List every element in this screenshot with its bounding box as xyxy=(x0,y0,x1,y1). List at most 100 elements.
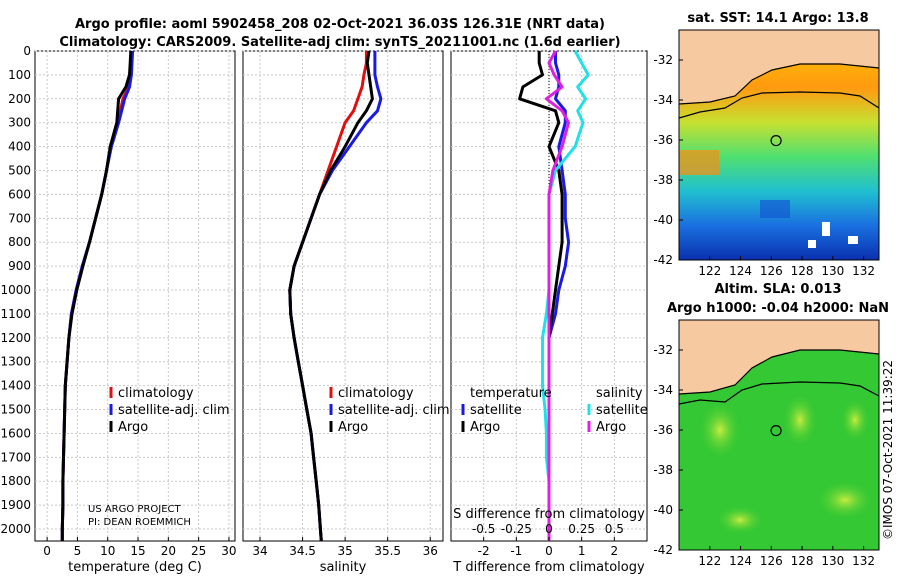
sst-coastline xyxy=(679,63,879,105)
sst-missing-data xyxy=(822,222,830,236)
difference-s-ticks: -0.5 -0.25 0 0.25 0.5 xyxy=(472,522,624,536)
series-line-s-argo xyxy=(544,50,571,541)
legend-s-argo-label: Argo xyxy=(596,420,626,435)
legend-s-satellite-label: satellite xyxy=(596,403,648,418)
y-tick-label: 800 xyxy=(8,235,31,249)
temperature-yticks: 0 100 200 300 400 500 600 700 800 900 1000 1100 1200… xyxy=(0,44,31,536)
s-tick-label: -0.25 xyxy=(501,522,532,536)
y-tick-label: 1800 xyxy=(0,474,31,488)
y-tick-label: 100 xyxy=(8,68,31,82)
x-tick-label: -1 xyxy=(510,544,522,558)
map-x-tick-label: 130 xyxy=(821,554,844,568)
map-x-tick-label: 132 xyxy=(852,264,875,278)
sst-map-panel: sat. SST: 14.1 Argo: 13.8 122 124 126 128 13… xyxy=(653,11,880,278)
sla-high-patch xyxy=(715,505,765,535)
t-difference-label: T difference from climatology xyxy=(452,560,645,575)
map-y-tick-label: -36 xyxy=(653,423,673,437)
map-x-tick-label: 128 xyxy=(791,264,814,278)
map-y-tick-label: -32 xyxy=(653,343,673,357)
y-tick-label: 1900 xyxy=(0,498,31,512)
sst-map-title: sat. SST: 14.1 Argo: 13.8 xyxy=(687,11,868,26)
credit-pi: PI: DEAN ROEMMICH xyxy=(88,517,191,528)
y-tick-label: 300 xyxy=(8,116,31,130)
y-tick-label: 1000 xyxy=(0,283,31,297)
salinity-series xyxy=(288,50,383,542)
y-tick-label: 400 xyxy=(8,140,31,154)
sla-coastline xyxy=(679,349,879,395)
salinity-grid xyxy=(243,50,443,541)
sla-argo-marker xyxy=(770,425,782,437)
map-x-tick-label: 132 xyxy=(852,554,875,568)
legend-satellite-label: satellite-adj. clim xyxy=(118,403,230,418)
map-y-tick-label: -42 xyxy=(653,253,673,267)
x-tick-label: 34.5 xyxy=(289,544,316,558)
x-tick-label: 1 xyxy=(578,544,586,558)
map-x-tick-label: 122 xyxy=(698,264,721,278)
temperature-series xyxy=(60,50,135,541)
map-y-tick-label: -38 xyxy=(653,173,673,187)
map-x-tick-label: 126 xyxy=(760,264,783,278)
y-tick-label: 1700 xyxy=(0,450,31,464)
s-tick-label: -0.5 xyxy=(472,522,495,536)
sst-land xyxy=(679,30,879,104)
sla-map-ticks: 122 124 126 128 130 132 -32 -34 -36 -38 -40 -42 xyxy=(653,343,875,568)
map-x-tick-label: 124 xyxy=(729,264,752,278)
x-tick-label: 35 xyxy=(337,544,352,558)
s-tick-label: 0.25 xyxy=(568,522,595,536)
sla-contour xyxy=(679,381,879,405)
y-tick-label: 700 xyxy=(8,211,31,225)
y-tick-label: 1400 xyxy=(0,379,31,393)
map-y-tick-label: -38 xyxy=(653,463,673,477)
legend-temperature-title: temperature xyxy=(470,386,552,401)
x-tick-label: 30 xyxy=(221,544,236,558)
map-y-tick-label: -32 xyxy=(653,53,673,67)
sla-map-title: Altim. SLA: 0.013 xyxy=(715,282,842,297)
map-x-tick-label: 124 xyxy=(729,554,752,568)
s-difference-label: S difference from climatology xyxy=(453,507,645,522)
temperature-panel: 0100200300400500600700800900100011001200… xyxy=(0,44,236,575)
difference-legend: temperature satellite Argo salinity sate… xyxy=(461,386,648,435)
x-tick-label: -2 xyxy=(478,544,490,558)
y-tick-label: 2000 xyxy=(0,522,31,536)
header-title: Argo profile: aoml 5902458_208 02-Oct-20… xyxy=(75,17,605,32)
map-y-tick-label: -34 xyxy=(653,93,673,107)
sla-land xyxy=(679,320,879,394)
sla-map-subtitle: Argo h1000: -0.04 h2000: NaN xyxy=(667,301,889,316)
map-x-tick-label: 128 xyxy=(791,554,814,568)
y-tick-label: 500 xyxy=(8,164,31,178)
salinity-panel: 34 34.5 35 35.5 36 salinity climatology sate… xyxy=(242,50,454,575)
legend-climatology-label: climatology xyxy=(338,386,414,401)
copyright-stamp: ©IMOS 07-Oct-2021 11:39:22 xyxy=(881,360,895,540)
sla-map-frame xyxy=(678,319,880,551)
header-subtitle: Climatology: CARS2009. Satellite-adj cli… xyxy=(59,35,620,50)
legend-t-argo-label: Argo xyxy=(470,420,500,435)
series-line-argo xyxy=(60,50,133,541)
map-y-tick-label: -40 xyxy=(653,213,673,227)
legend-t-satellite-label: satellite xyxy=(470,403,522,418)
map-y-tick-label: -40 xyxy=(653,503,673,517)
salinity-xlabel: salinity xyxy=(320,560,367,575)
y-tick-label: 1200 xyxy=(0,331,31,345)
x-tick-label: 35.5 xyxy=(374,544,401,558)
sst-front-contour xyxy=(679,91,879,119)
x-tick-label: 25 xyxy=(191,544,206,558)
map-y-tick-label: -36 xyxy=(653,133,673,147)
difference-xticks: -2 -1 0 1 2 xyxy=(478,537,618,558)
salinity-legend: climatology satellite-adj. clim. Argo xyxy=(329,386,454,435)
legend-argo-label: Argo xyxy=(338,420,368,435)
y-tick-label: 0 xyxy=(23,44,31,58)
x-tick-label: 10 xyxy=(100,544,115,558)
sst-map-ticks: 122 124 126 128 130 132 -32 -34 -36 -38 -40 -42 xyxy=(653,53,875,278)
sla-high-patch xyxy=(782,392,818,448)
sst-argo-marker xyxy=(770,135,782,147)
salinity-xticks: 34 34.5 35 35.5 36 xyxy=(252,537,438,558)
map-x-tick-label: 130 xyxy=(821,264,844,278)
legend-salinity-title: salinity xyxy=(596,386,643,401)
y-tick-label: 200 xyxy=(8,92,31,106)
difference-series xyxy=(518,50,590,541)
y-tick-label: 1300 xyxy=(0,355,31,369)
y-tick-label: 1100 xyxy=(0,307,31,321)
x-tick-label: 0 xyxy=(545,544,553,558)
map-x-tick-label: 122 xyxy=(698,554,721,568)
